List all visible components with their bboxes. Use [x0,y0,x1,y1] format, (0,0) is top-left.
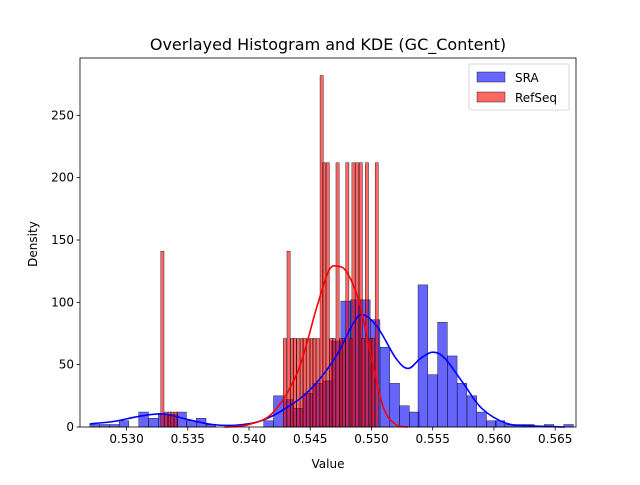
kde-line-sra [89,313,566,428]
x-tick-label-7: 0.565 [538,432,572,446]
legend-label-sra: SRA [515,71,539,85]
y-tick-label-5: 250 [51,108,74,122]
bar-sra-40 [476,411,487,428]
bar-refseq-12 [306,338,310,428]
x-tick-label-5: 0.555 [416,432,450,446]
bar-refseq-3 [170,411,175,428]
y-axis-label: Density [26,221,40,267]
bar-refseq-21 [335,162,340,428]
bar-sra-36 [437,322,448,428]
bar-refseq-17 [322,162,326,428]
bar-refseq-32 [371,338,375,428]
x-axis-label: Value [312,457,345,471]
legend-label-refseq: RefSeq [515,91,557,105]
bar-refseq-8 [292,338,297,428]
kde-curves [89,265,566,428]
bar-sra-5 [138,411,149,428]
bar-refseq-20 [332,338,336,428]
bar-refseq-5 [283,338,287,428]
bar-refseq-29 [361,338,366,428]
axes: 0.530 0.535 0.540 0.545 0.550 0.555 0.560 0.565… [51,57,577,446]
bar-sra-3 [118,420,130,428]
y-tick-label-2: 100 [51,295,74,309]
x-tick-label-6: 0.560 [477,432,511,446]
x-tick-label-0: 0.530 [109,432,143,446]
kde-line-refseq [224,265,409,428]
y-tick-label-0: 0 [66,420,74,434]
legend: SRA RefSeq [468,63,570,111]
bar-refseq-18 [325,162,330,428]
histogram-bars [89,75,574,428]
y-tick-label-1: 50 [59,358,74,372]
x-tick-label-1: 0.535 [171,432,205,446]
bar-refseq-6 [286,251,291,428]
bar-sra-38 [457,383,468,428]
y-tick-label-4: 200 [51,171,74,185]
bar-refseq-0 [160,251,165,428]
legend-swatch-sra [476,71,506,83]
bar-sra-41 [486,420,497,428]
bar-sra-6 [148,418,159,428]
bar-refseq-14 [312,338,317,428]
bar-sra-32 [399,405,410,428]
chart-title: Overlayed Histogram and KDE (GC_Content) [150,35,506,55]
bar-sra-35 [427,374,438,428]
bar-refseq-30 [365,162,369,428]
bar-refseq-4 [174,411,178,428]
y-tick-label-3: 150 [51,233,74,247]
plot-frame [79,57,577,428]
bar-sra-18 [263,420,274,428]
bar-refseq-9 [296,338,301,428]
bar-sra-30 [379,347,390,428]
x-tick-label-4: 0.550 [354,432,388,446]
legend-swatch-refseq [476,91,506,103]
bar-refseq-23 [341,338,346,428]
bar-refseq-24 [345,162,350,428]
x-tick-label-2: 0.540 [232,432,266,446]
bar-refseq-26 [351,162,356,428]
x-tick-label-3: 0.545 [293,432,327,446]
bar-sra-33 [409,411,420,428]
